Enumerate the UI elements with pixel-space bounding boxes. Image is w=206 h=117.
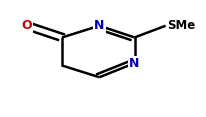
Text: O: O [21,19,32,32]
Text: N: N [129,57,139,70]
Text: SMe: SMe [166,19,194,32]
Text: N: N [94,19,104,32]
